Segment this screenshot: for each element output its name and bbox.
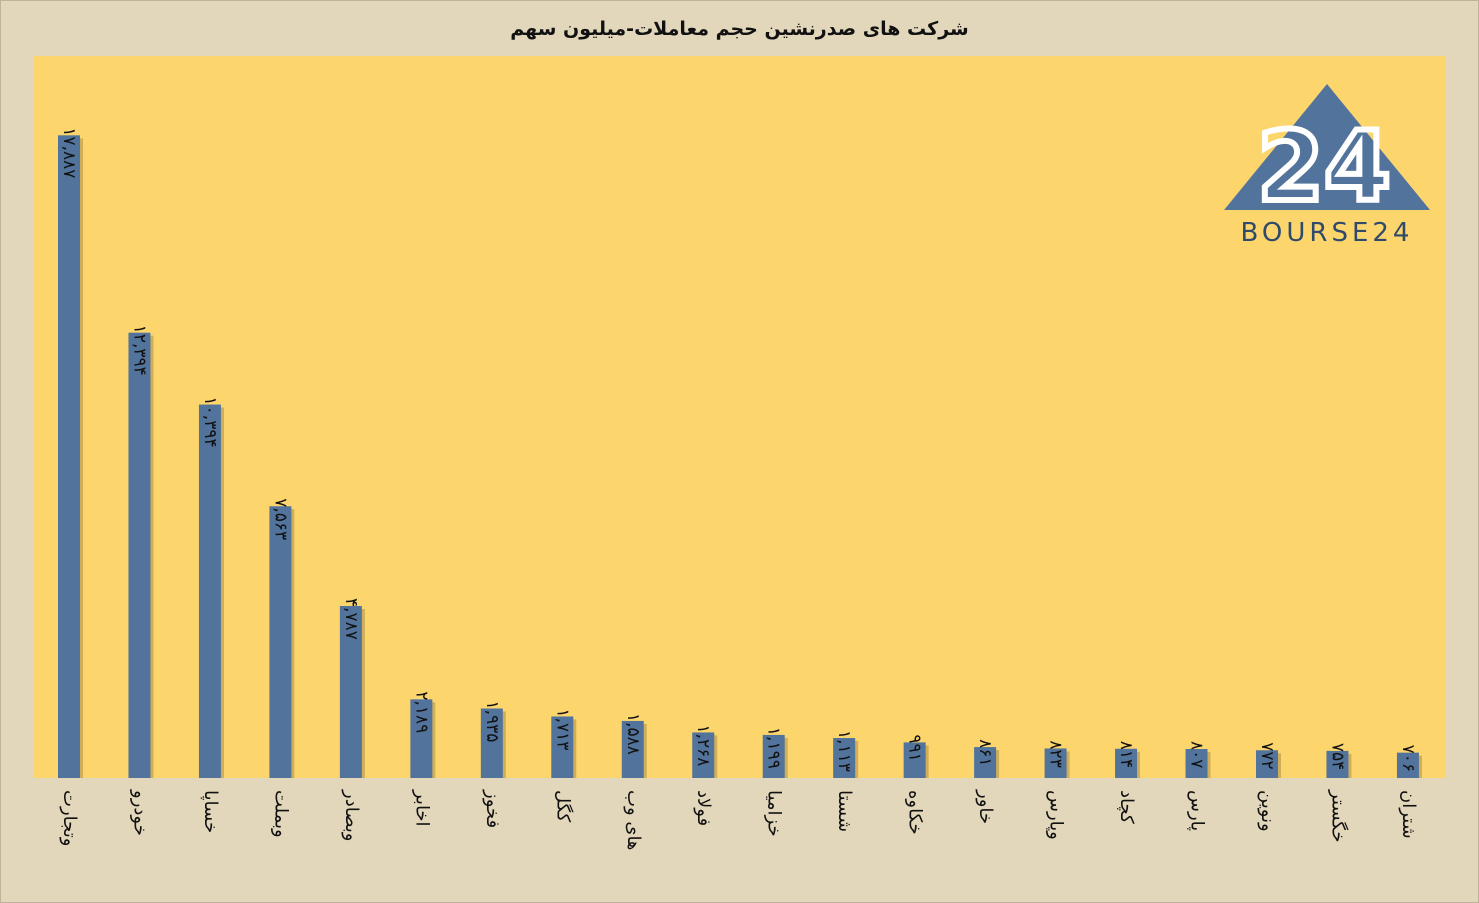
category-label: خودرو: [129, 789, 150, 836]
category-label: شستا: [834, 790, 855, 832]
category-label: خاور: [975, 789, 996, 824]
bar: [269, 506, 292, 778]
value-label: ۱۰,۳۹۴: [200, 397, 220, 448]
value-label: ۱۷,۸۸۷: [59, 127, 79, 178]
bar: [480, 708, 503, 778]
value-label: ۱,۹۳۵: [482, 700, 502, 742]
bar: [339, 606, 362, 778]
chart-title: شرکت های صدرنشین حجم معاملات-میلیون سهم: [510, 18, 969, 40]
bar: [551, 716, 574, 778]
category-label: شتران: [1398, 790, 1419, 839]
value-label: ۷,۵۶۳: [270, 498, 290, 540]
category-label: خساپا: [200, 790, 221, 833]
value-label: ۱,۱۱۳: [834, 730, 854, 772]
value-label: ۸۱۴: [1116, 741, 1136, 768]
logo-number: 24: [1257, 111, 1391, 223]
bar: [1185, 749, 1208, 778]
category-label: وبصادر: [341, 789, 362, 842]
value-label: ۴,۷۸۷: [341, 598, 361, 640]
category-label: خگستر: [1327, 789, 1349, 843]
category-label: ونوین: [1257, 790, 1278, 832]
plot-area: [34, 56, 1446, 778]
value-label: ۷۷۲: [1257, 742, 1277, 769]
bar: [621, 720, 644, 778]
value-label: ۱,۲۶۸: [693, 724, 713, 766]
value-label: ۱,۷۱۳: [552, 708, 572, 750]
bar: [903, 742, 926, 778]
bar: [833, 738, 856, 778]
category-label: خکاوه: [905, 790, 926, 835]
value-label: ۲,۱۸۹: [411, 691, 431, 733]
category-label: وتجارت: [59, 790, 80, 846]
value-label: ۸۶۱: [975, 739, 995, 766]
bar: [1044, 748, 1067, 778]
bar: [762, 734, 785, 778]
bar: [1255, 750, 1278, 778]
value-label: ۷۵۴: [1327, 743, 1347, 770]
logo-text: BOURSE24: [1240, 218, 1414, 248]
value-label: ۸۲۳: [1046, 740, 1066, 767]
value-label: ۷۰۶: [1398, 745, 1418, 772]
value-label: ۹۹۱: [905, 734, 925, 761]
bar: [1115, 748, 1138, 778]
category-label: اخابر: [411, 789, 432, 827]
category-label: پارس: [1187, 790, 1208, 831]
category-label: های وب: [623, 790, 644, 850]
value-label: ۱۲,۳۹۴: [129, 325, 149, 376]
bar: [974, 747, 997, 778]
category-label: وبملت: [270, 790, 291, 838]
bar: [1326, 750, 1349, 778]
bar: [410, 699, 433, 778]
logo-triangle: [1224, 84, 1430, 210]
value-label: ۱,۱۹۹: [764, 727, 784, 769]
value-label: ۱,۵۸۸: [623, 713, 643, 755]
value-label: ۸۰۷: [1187, 741, 1207, 768]
category-label: کگل: [552, 790, 574, 823]
bar: [128, 332, 151, 778]
bar: [692, 732, 715, 778]
category-label: وپارس: [1046, 790, 1067, 840]
category-label: خزامیا: [764, 790, 785, 837]
category-label: کچاد: [1116, 790, 1137, 824]
category-label: فولاد: [693, 790, 714, 826]
category-label: فخوز: [482, 789, 503, 828]
bar: [198, 404, 221, 778]
bar: [58, 135, 80, 779]
bar: [1396, 752, 1419, 778]
bourse24-logo: 24: [1224, 84, 1430, 226]
